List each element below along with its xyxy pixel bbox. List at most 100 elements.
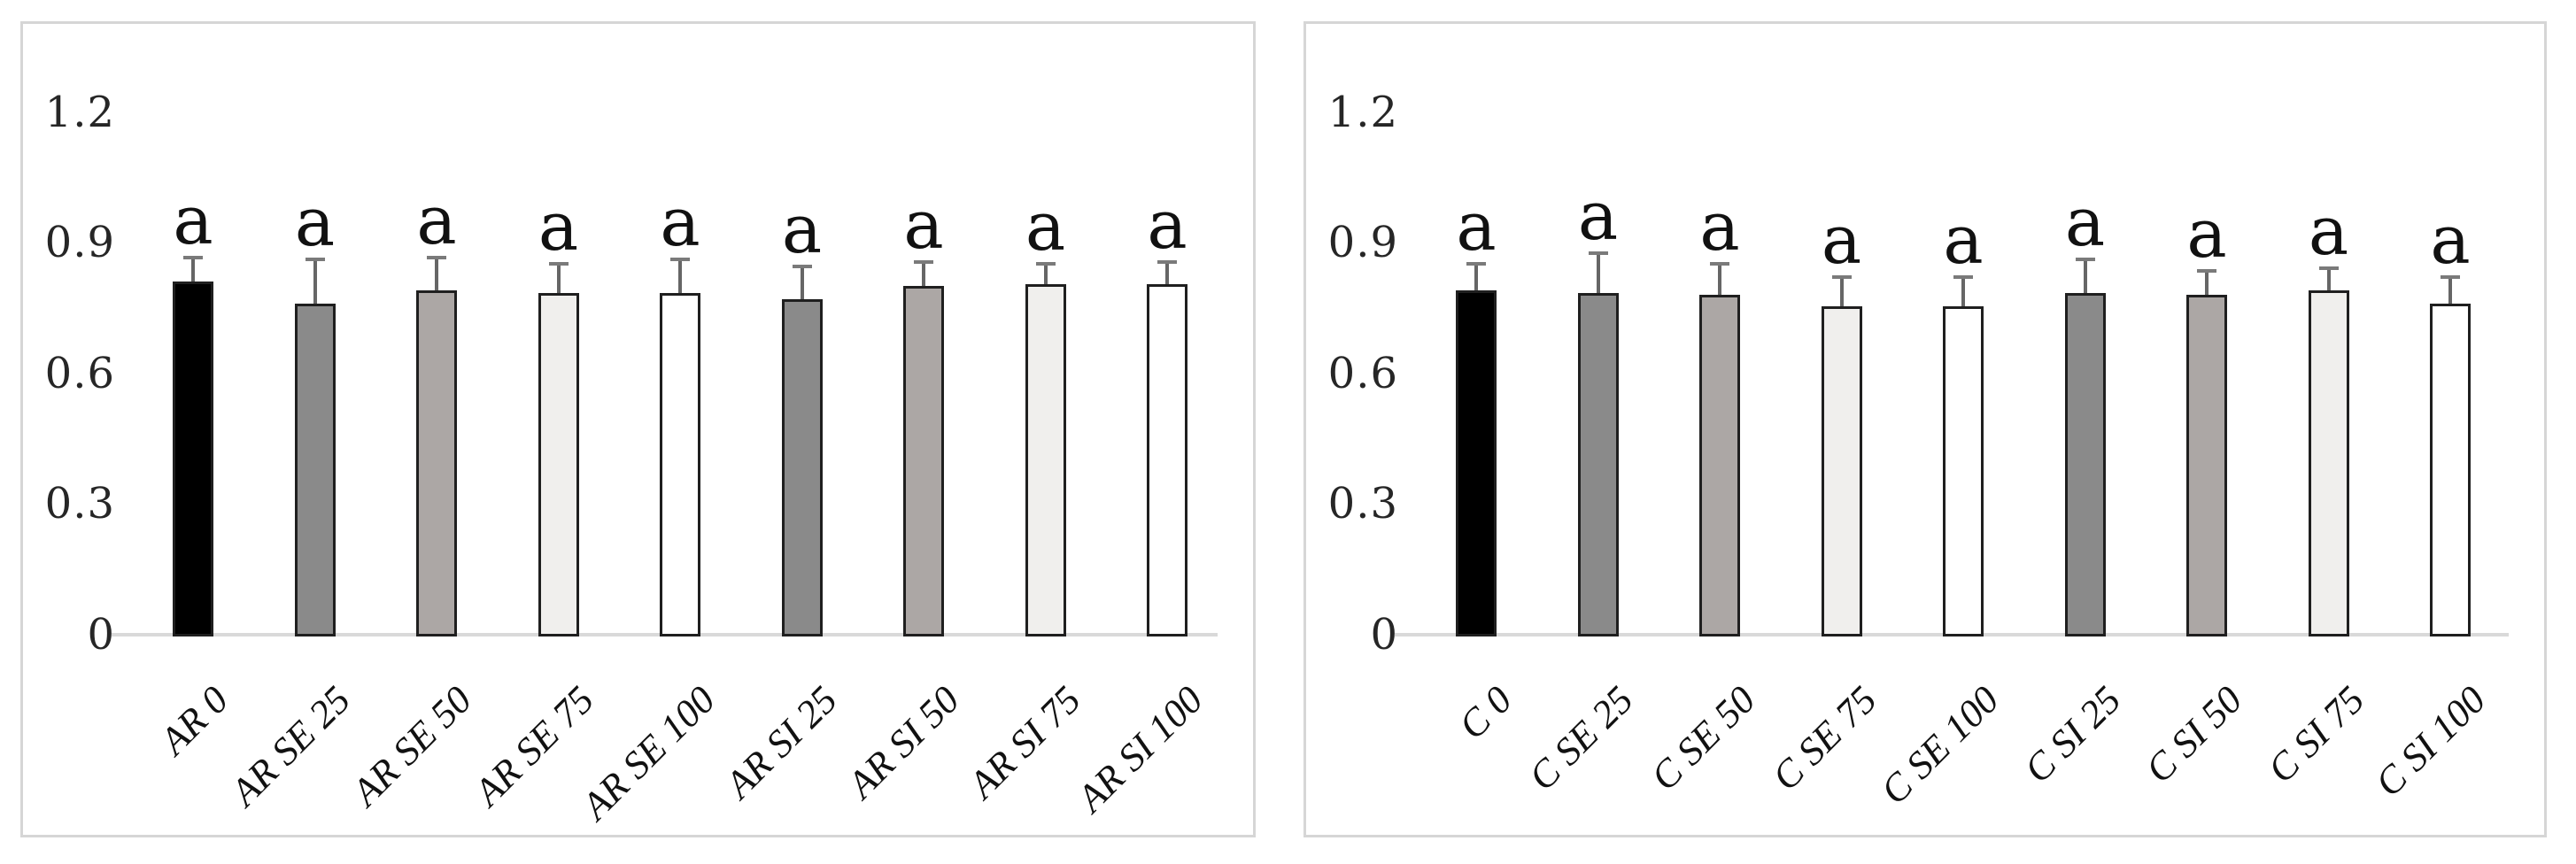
bar xyxy=(1699,295,1740,636)
significance-label: a xyxy=(903,184,944,264)
significance-label: a xyxy=(2064,182,2106,262)
error-bar-cap xyxy=(2441,275,2460,280)
error-bar-cap xyxy=(1035,262,1056,266)
significance-label: a xyxy=(173,180,213,259)
error-bar-whisker xyxy=(2205,268,2209,296)
error-bar-whisker xyxy=(556,262,561,293)
error-bar-whisker xyxy=(1165,259,1169,284)
error-bar-cap xyxy=(1588,251,1608,256)
y-tick-label: 0.9 xyxy=(44,218,115,268)
category-label: C SE 25 xyxy=(1520,677,1642,799)
error-bar-cap xyxy=(670,258,690,262)
category-label: AR SE 50 xyxy=(344,677,481,814)
error-bar-cap xyxy=(914,259,933,264)
error-bar-whisker xyxy=(313,258,317,305)
bar xyxy=(2430,304,2471,636)
significance-label: a xyxy=(1025,187,1066,266)
y-tick-label: 0.6 xyxy=(1327,348,1398,398)
error-bar-whisker xyxy=(922,259,925,287)
bar-chart-c: 0 0.3 0.6 0.9 1.2 a C 0 a C SE 25 a C SE 50 a C SE 7… xyxy=(1306,24,2544,835)
category-label: AR SE 25 xyxy=(221,677,359,814)
y-tick-label: 1.2 xyxy=(44,87,115,137)
y-tick-label: 1.2 xyxy=(1327,87,1398,137)
error-bar-cap xyxy=(427,255,446,259)
significance-label: a xyxy=(1577,176,1619,256)
bar xyxy=(416,290,457,636)
y-tick-label: 0.6 xyxy=(44,348,115,398)
error-bar-whisker xyxy=(800,264,804,300)
y-tick-label: 0.9 xyxy=(1327,218,1398,268)
error-bar-cap xyxy=(183,255,203,259)
category-label: C SE 100 xyxy=(1872,677,2007,813)
category-label: AR 0 xyxy=(151,677,237,763)
significance-label: a xyxy=(1147,184,1187,264)
category-label: C SE 50 xyxy=(1642,677,1764,799)
category-label: C SI 75 xyxy=(2258,677,2372,791)
y-tick-label: 0 xyxy=(87,610,115,660)
bar xyxy=(2186,295,2227,636)
error-bar-cap xyxy=(1157,259,1177,264)
bar xyxy=(294,304,336,636)
y-tick-label: 0.3 xyxy=(1327,479,1398,529)
error-bar-whisker xyxy=(191,255,195,282)
category-label: C SI 25 xyxy=(2015,677,2129,791)
error-bar-whisker xyxy=(1596,251,1600,293)
significance-label: a xyxy=(660,182,700,262)
significance-label: a xyxy=(538,187,579,266)
error-bar-whisker xyxy=(2083,258,2087,293)
significance-label: a xyxy=(416,180,457,259)
bar xyxy=(1025,283,1066,636)
significance-label: a xyxy=(1456,187,1497,266)
category-label: AR SI 100 xyxy=(1068,677,1211,821)
bar xyxy=(781,299,823,636)
bar xyxy=(660,292,700,636)
chart-panel-c: 0 0.3 0.6 0.9 1.2 a C 0 a C SE 25 a C SE 50 a C SE 7… xyxy=(1303,21,2547,837)
error-bar-whisker xyxy=(1474,262,1478,291)
error-bar-whisker xyxy=(2448,275,2452,305)
bar xyxy=(1821,305,1862,636)
significance-label: a xyxy=(1699,187,1740,266)
error-bar-cap xyxy=(1466,262,1486,266)
bar xyxy=(903,286,944,636)
error-bar-whisker xyxy=(435,255,438,291)
bar xyxy=(2308,290,2349,636)
error-bar-whisker xyxy=(2326,266,2331,291)
bar xyxy=(2064,292,2106,636)
y-tick-label: 0.3 xyxy=(44,479,115,529)
significance-label: a xyxy=(1943,200,1984,280)
error-bar-whisker xyxy=(678,258,682,293)
error-bar-cap xyxy=(2318,266,2339,271)
category-label: C SI 50 xyxy=(2137,677,2251,791)
bar xyxy=(538,292,579,636)
bar-chart-ar: 0 0.3 0.6 0.9 1.2 a AR 0 a AR SE 25 a AR SE 50 a AR … xyxy=(23,24,1253,835)
significance-label: a xyxy=(2186,193,2227,273)
category-label: AR SI 25 xyxy=(716,677,846,806)
error-bar-cap xyxy=(548,262,569,266)
significance-label: a xyxy=(1821,200,1862,280)
error-bar-cap xyxy=(2197,268,2216,273)
error-bar-cap xyxy=(2075,258,2095,262)
error-bar-cap xyxy=(305,258,325,262)
error-bar-cap xyxy=(1831,275,1852,280)
category-label: C SE 75 xyxy=(1764,677,1885,799)
category-label: AR SE 100 xyxy=(573,677,724,829)
error-bar-cap xyxy=(1953,275,1973,280)
error-bar-cap xyxy=(1710,262,1729,266)
bar xyxy=(1943,305,1984,636)
error-bar-whisker xyxy=(1043,262,1048,284)
category-label: AR SI 50 xyxy=(839,677,968,806)
category-label: C SI 100 xyxy=(2366,677,2495,806)
error-bar-whisker xyxy=(1839,275,1844,306)
bar xyxy=(1456,290,1497,636)
bar xyxy=(173,282,213,636)
bar xyxy=(1577,292,1619,636)
y-tick-label: 0 xyxy=(1370,610,1398,660)
significance-label: a xyxy=(2308,191,2349,271)
error-bar-cap xyxy=(792,264,812,268)
significance-label: a xyxy=(781,189,823,268)
significance-label: a xyxy=(294,182,336,262)
bar xyxy=(1147,283,1187,636)
error-bar-whisker xyxy=(1961,275,1965,306)
chart-panel-ar: 0 0.3 0.6 0.9 1.2 a AR 0 a AR SE 25 a AR SE 50 a AR … xyxy=(20,21,1256,837)
error-bar-whisker xyxy=(1718,262,1721,296)
